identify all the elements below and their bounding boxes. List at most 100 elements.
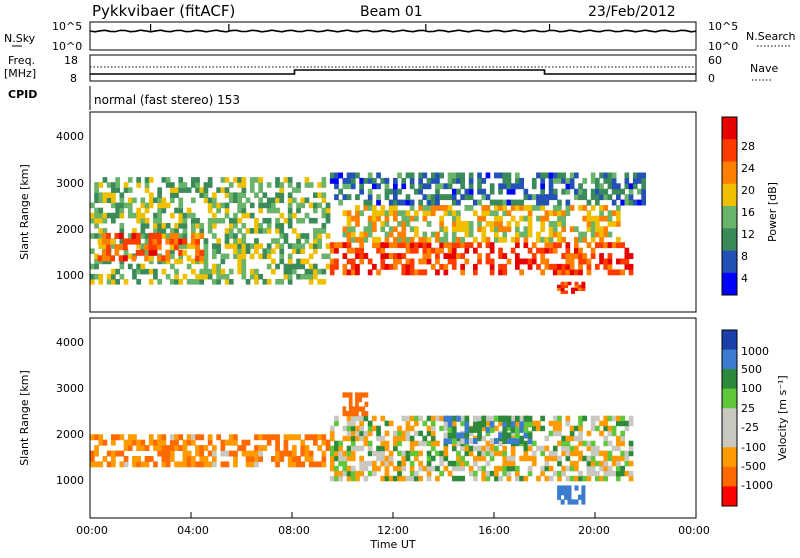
power-cell — [565, 205, 571, 211]
power-cbar-tick-20: 20 — [741, 184, 755, 197]
velocity-cell — [119, 461, 125, 468]
power-cell — [599, 172, 604, 179]
power-cell — [628, 183, 634, 190]
power-cell — [237, 192, 242, 198]
velocity-cell — [380, 440, 386, 447]
velocity-cell — [174, 461, 179, 468]
power-cell — [170, 187, 175, 193]
velocity-cell — [536, 475, 541, 482]
power-cell — [548, 221, 554, 227]
velocity-cell — [426, 425, 432, 432]
power-cell — [136, 207, 141, 214]
velocity-cell — [430, 440, 436, 447]
power-cell — [207, 207, 213, 214]
power-cell — [140, 268, 146, 275]
power-cell — [140, 233, 146, 239]
power-cell — [595, 215, 600, 222]
power-cell — [140, 212, 146, 219]
velocity-cell — [372, 465, 377, 472]
velocity-cell — [352, 406, 356, 412]
power-cell — [342, 269, 348, 276]
power-cell — [582, 236, 588, 243]
power-cell — [258, 223, 263, 229]
velocity-cell — [350, 475, 356, 482]
power-cell — [376, 210, 381, 217]
power-cell — [359, 242, 364, 249]
power-cell — [132, 197, 137, 204]
velocity-cell — [245, 450, 251, 457]
velocity-cell — [355, 397, 359, 403]
freq-left-tick-top: 18 — [64, 54, 78, 67]
velocity-cell — [401, 415, 407, 422]
power-cell — [564, 284, 569, 289]
velocity-cell — [624, 450, 630, 457]
power-cell — [565, 253, 571, 259]
velocity-cell — [473, 438, 478, 445]
velocity-cell — [388, 420, 394, 427]
power-cell — [224, 279, 230, 285]
power-cell — [481, 215, 487, 222]
power-cell — [317, 182, 322, 188]
velocity-cell — [590, 425, 596, 432]
power-cell — [401, 199, 407, 206]
power-cell — [401, 215, 407, 222]
power-cell — [287, 217, 293, 224]
power-cell — [548, 263, 554, 270]
power-cell — [611, 183, 617, 190]
power-cell — [262, 228, 268, 234]
power-cell — [157, 212, 162, 219]
velocity-cell — [607, 425, 613, 432]
power-cell — [485, 210, 491, 217]
velocity-cell — [477, 450, 482, 457]
power-cell — [489, 199, 495, 206]
power-cell — [178, 197, 184, 204]
velocity-cell — [510, 426, 516, 433]
power-cell — [94, 187, 99, 193]
power-cell — [393, 194, 398, 201]
power-cell — [565, 242, 571, 249]
power-cell — [279, 192, 285, 198]
power-cell — [582, 205, 588, 211]
velocity-cell — [266, 434, 272, 441]
power-cell — [388, 210, 394, 217]
power-cell — [578, 284, 582, 289]
power-cell — [207, 217, 213, 224]
power-cell — [435, 253, 440, 259]
power-cell — [241, 202, 247, 209]
velocity-cell — [494, 475, 499, 482]
noise-left-tick-bottom: 10^0 — [52, 40, 82, 53]
velocity-cell — [245, 461, 251, 468]
power-cell — [157, 258, 162, 265]
velocity-cell — [460, 445, 465, 452]
x-tick-0000: 00:00 — [76, 524, 108, 537]
velocity-cell — [473, 415, 478, 422]
power-cell — [207, 197, 213, 204]
velocity-cell — [494, 470, 499, 477]
velocity-cell — [620, 420, 625, 427]
velocity-cell — [451, 445, 457, 452]
velocity-cell — [624, 455, 630, 462]
velocity-cell — [157, 434, 162, 441]
velocity-cell — [569, 435, 575, 442]
velocity-cell — [607, 470, 613, 477]
power-cell — [405, 242, 411, 249]
power-cell — [262, 253, 268, 260]
velocity-cell — [380, 475, 386, 482]
power-cell — [460, 177, 465, 184]
power-cell — [152, 244, 158, 251]
power-cell — [119, 192, 125, 198]
velocity-cell — [561, 445, 566, 452]
velocity-cell — [165, 456, 171, 462]
power-cell — [111, 243, 116, 249]
power-cell — [254, 228, 259, 234]
power-cell — [350, 258, 356, 265]
power-cell — [569, 177, 575, 184]
power-cell — [111, 202, 116, 209]
velocity-cell — [567, 499, 572, 505]
power-cell — [165, 182, 171, 188]
power-cell — [384, 221, 390, 227]
power-cell — [94, 258, 99, 265]
power-cell — [304, 182, 310, 188]
power-cell — [565, 263, 571, 270]
velocity-cell — [473, 475, 478, 482]
